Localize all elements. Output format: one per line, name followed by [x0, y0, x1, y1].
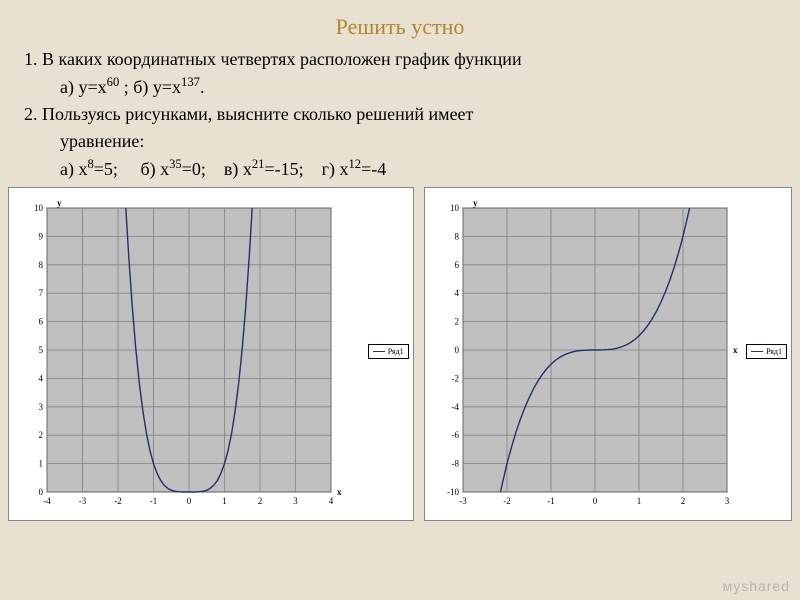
chart-odd-svg: -3-2-10123-10-8-6-4-20246810yx [431, 194, 771, 514]
slide-title: Решить устно [0, 0, 800, 40]
q2b-exp: 35 [169, 157, 182, 171]
svg-text:6: 6 [39, 317, 44, 327]
svg-text:1: 1 [636, 496, 641, 506]
svg-text:y: y [57, 198, 62, 208]
q1-line2: а) y=x60 ; б) y=x137. [24, 73, 776, 101]
chart-even: y=xn, n-чет. -4-3-2-101234012345678910yx… [8, 187, 414, 521]
svg-text:1: 1 [39, 459, 44, 469]
svg-text:3: 3 [39, 402, 44, 412]
svg-text:0: 0 [454, 345, 459, 355]
svg-text:3: 3 [724, 496, 729, 506]
svg-text:9: 9 [39, 231, 44, 241]
svg-text:2: 2 [258, 496, 263, 506]
svg-text:-6: -6 [451, 430, 459, 440]
q2-line1: 2. Пользуясь рисунками, выясните сколько… [24, 101, 776, 128]
q2a-pre: а) x [60, 159, 87, 179]
svg-text:8: 8 [39, 260, 44, 270]
q2-options: а) x8=5; б) x35=0; в) x21=-15; г) x12=-4 [24, 155, 776, 183]
q2c-exp: 21 [252, 157, 265, 171]
q2-line1b: уравнение: [24, 128, 776, 155]
svg-text:2: 2 [680, 496, 685, 506]
svg-text:4: 4 [329, 496, 334, 506]
svg-text:0: 0 [592, 496, 597, 506]
svg-text:1: 1 [222, 496, 227, 506]
q2d-exp: 12 [348, 157, 361, 171]
q1-a-pre: а) y=x [60, 77, 107, 97]
q2d-pre: г) x [322, 159, 349, 179]
svg-text:0: 0 [187, 496, 192, 506]
svg-text:-1: -1 [547, 496, 555, 506]
legend-text-r: Ряд1 [766, 347, 782, 356]
q2b-post: =0; [182, 159, 206, 179]
legend-swatch-r [751, 351, 763, 352]
svg-text:-8: -8 [451, 459, 459, 469]
svg-text:-2: -2 [114, 496, 122, 506]
chart-even-svg: -4 -3 -2 -1 0 1 2 3 4 0 1 2 3 4 5 6 7 8 9 10 y x [15, 194, 375, 514]
q1-suffix: . [200, 77, 205, 97]
legend-text: Ряд1 [388, 347, 404, 356]
q2c-pre: в) x [224, 159, 252, 179]
svg-text:8: 8 [454, 231, 459, 241]
svg-text:4: 4 [454, 288, 459, 298]
svg-text:5: 5 [39, 345, 44, 355]
q1-line1: 1. В каких координатных четвертях распол… [24, 46, 776, 73]
svg-text:-2: -2 [503, 496, 511, 506]
svg-text:0: 0 [39, 487, 44, 497]
legend-left: Ряд1 [368, 344, 409, 359]
q1-b-exp: 137 [181, 75, 200, 89]
q2b-pre: б) x [140, 159, 169, 179]
svg-text:-4: -4 [451, 402, 459, 412]
svg-text:-3: -3 [79, 496, 87, 506]
body-text: 1. В каких координатных четвертях распол… [0, 40, 800, 183]
q2d-post: =-4 [361, 159, 386, 179]
svg-text:-1: -1 [150, 496, 158, 506]
q2a-post: =5; [94, 159, 118, 179]
svg-text:10: 10 [450, 203, 460, 213]
svg-text:2: 2 [39, 430, 44, 440]
q1-b-pre: ; б) y=x [119, 77, 181, 97]
svg-text:7: 7 [39, 288, 44, 298]
svg-text:6: 6 [454, 260, 459, 270]
svg-text:4: 4 [39, 373, 44, 383]
svg-text:x: x [733, 345, 738, 355]
svg-text:3: 3 [293, 496, 298, 506]
svg-text:-2: -2 [451, 373, 459, 383]
watermark: мyshared [723, 578, 790, 594]
chart-odd: y=xn, n-не чет. -3-2-10123-10-8-6-4-2024… [424, 187, 792, 521]
q1-a-exp: 60 [107, 75, 120, 89]
svg-text:10: 10 [34, 203, 44, 213]
svg-text:-4: -4 [43, 496, 51, 506]
svg-text:x: x [337, 487, 342, 497]
svg-text:2: 2 [454, 317, 459, 327]
legend-right: Ряд1 [746, 344, 787, 359]
q2c-post: =-15; [264, 159, 303, 179]
svg-text:-10: -10 [447, 487, 459, 497]
svg-text:y: y [473, 198, 478, 208]
svg-text:-3: -3 [459, 496, 467, 506]
legend-swatch [373, 351, 385, 352]
